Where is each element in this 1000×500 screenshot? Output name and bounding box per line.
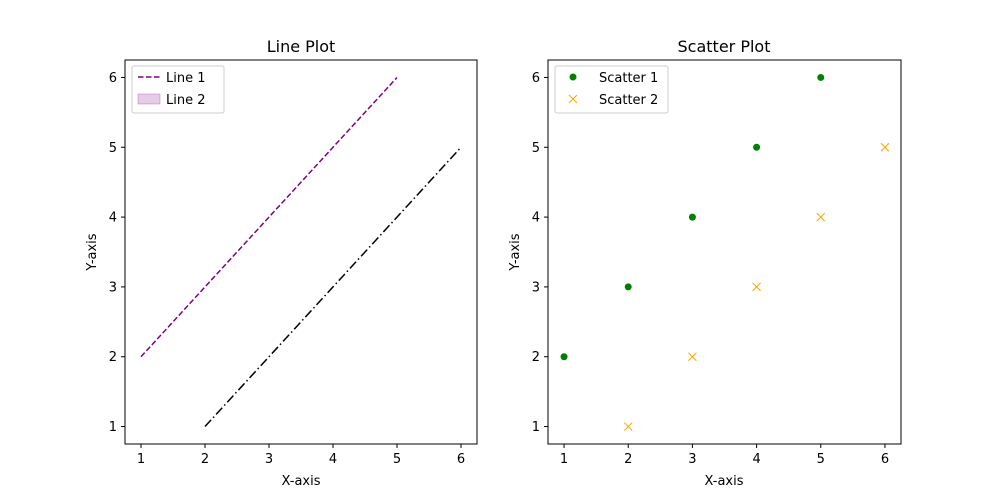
line-plot-y-tick-label: 1	[109, 420, 117, 435]
line-plot-title: Line Plot	[267, 37, 336, 56]
legend-line-1-label: Line 1	[166, 71, 206, 86]
scatter-plot-y-tick-label: 4	[532, 211, 540, 226]
scatter-plot-panel: Scatter Plot 1 2 3 4 5 6 1 2 3 4 5 6 X-axis Y-axis…	[508, 37, 902, 489]
scatter-2-point	[816, 212, 826, 222]
line-plot-y-tick-label: 2	[109, 350, 117, 365]
scatter-plot-y-axis-label: Y-axis	[508, 233, 523, 271]
line-series-2	[204, 146, 462, 428]
scatter-plot-x-tick-label: 1	[560, 452, 568, 467]
scatter-plot-x-tick-label: 6	[881, 452, 889, 467]
scatter-plot-x-ticks: 1 2 3 4 5 6	[560, 444, 889, 467]
line-plot-x-tick-label: 6	[457, 452, 465, 467]
legend-scatter-1-swatch	[569, 73, 577, 81]
scatter-plot-y-tick-label: 1	[532, 420, 540, 435]
scatter-1-point	[688, 213, 696, 221]
scatter-plot-y-tick-label: 5	[532, 141, 540, 156]
scatter-plot-title: Scatter Plot	[678, 37, 771, 56]
line-plot-frame	[124, 59, 478, 445]
scatter-plot-frame	[547, 59, 902, 445]
scatter-plot-area	[560, 73, 890, 431]
scatter-plot-x-tick-label: 3	[688, 452, 696, 467]
scatter-1-point	[560, 353, 568, 361]
legend-scatter-1-label: Scatter 1	[599, 71, 658, 86]
legend-scatter-2-swatch	[568, 94, 578, 104]
scatter-2-point	[880, 142, 890, 152]
scatter-plot-legend: Scatter 1 Scatter 2	[554, 65, 669, 114]
line-plot-legend: Line 1 Line 2	[131, 65, 225, 114]
scatter-plot-x-tick-label: 2	[624, 452, 632, 467]
line-plot-x-axis-label: X-axis	[282, 474, 321, 489]
line-plot-y-ticks: 1 2 3 4 5 6	[109, 71, 125, 435]
scatter-plot-legend-box	[554, 65, 669, 114]
line-plot-x-tick-label: 2	[201, 452, 209, 467]
scatter-plot-y-tick-label: 2	[532, 350, 540, 365]
line-plot-y-tick-label: 5	[109, 141, 117, 156]
scatter-plot-y-ticks: 1 2 3 4 5 6	[532, 71, 548, 435]
scatter-1-point	[817, 73, 825, 81]
scatter-2-point	[752, 282, 761, 292]
line-plot-y-tick-label: 3	[109, 280, 117, 295]
scatter-plot-x-axis-label: X-axis	[705, 474, 744, 489]
line-plot-x-tick-label: 3	[265, 452, 273, 467]
scatter-1-point	[753, 143, 761, 151]
line-plot-x-tick-label: 1	[137, 452, 145, 467]
line-plot-y-tick-label: 6	[109, 71, 117, 86]
line-plot-area	[140, 76, 462, 428]
legend-line-2-label: Line 2	[166, 93, 206, 108]
scatter-2-point	[623, 422, 633, 431]
line-plot-y-tick-label: 4	[109, 211, 117, 226]
line-plot-x-tick-label: 5	[393, 452, 401, 467]
scatter-1-point	[624, 283, 632, 291]
scatter-plot-y-tick-label: 6	[532, 71, 540, 86]
scatter-plot-x-tick-label: 4	[752, 452, 760, 467]
line-plot-x-tick-label: 4	[329, 452, 337, 467]
legend-scatter-2-label: Scatter 2	[599, 93, 658, 108]
legend-line-2-swatch	[137, 93, 161, 105]
line-plot-y-axis-label: Y-axis	[85, 233, 100, 271]
line-plot-panel: Line Plot 1 2 3 4 5 6 1 2 3 4 5 6 X-axis Y-axis Li…	[85, 37, 478, 489]
line-series-1	[140, 76, 398, 358]
line-plot-x-ticks: 1 2 3 4 5 6	[137, 444, 465, 467]
scatter-plot-x-tick-label: 5	[817, 452, 825, 467]
scatter-plot-y-tick-label: 3	[532, 280, 540, 295]
scatter-2-point	[688, 352, 697, 362]
